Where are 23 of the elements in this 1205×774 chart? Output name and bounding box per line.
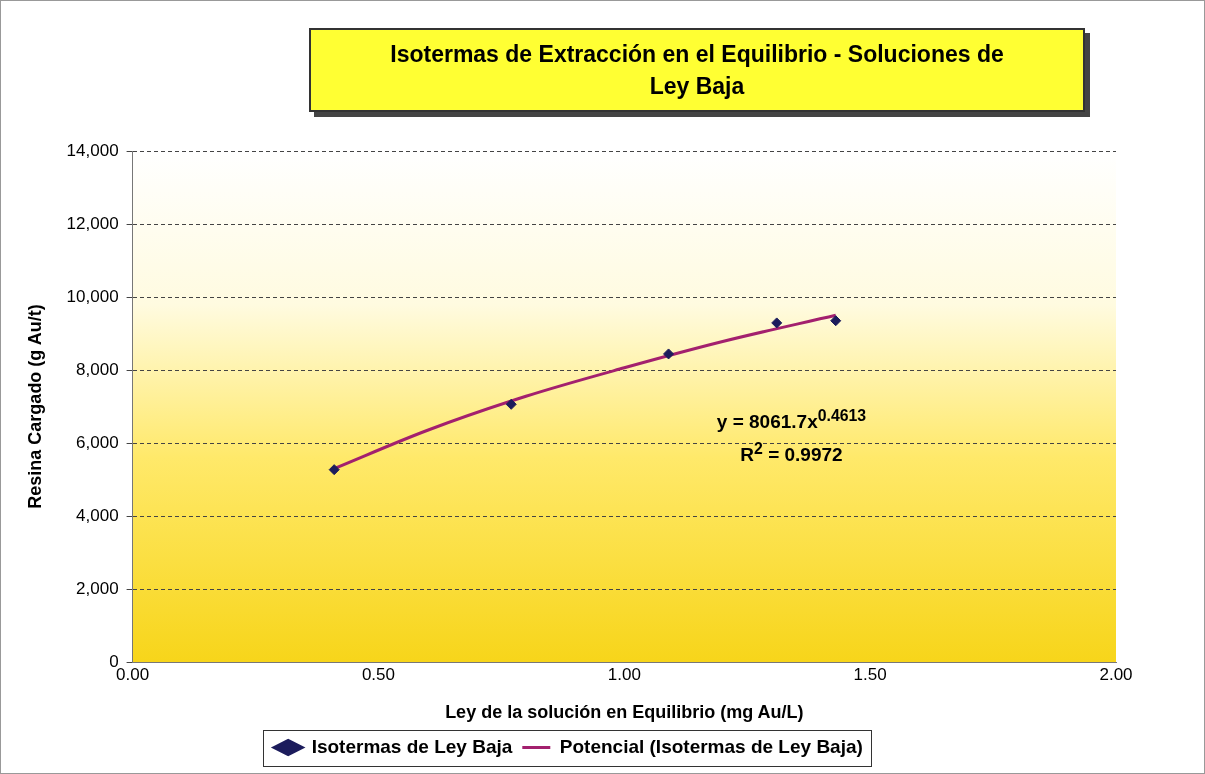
annotation: y = 8061.7x$^{0.4613}$ <box>716 406 867 433</box>
x-tick-label: 2.00 <box>1099 664 1133 684</box>
point <box>328 464 340 476</box>
chart-title: Isotermas de Extracción en el Equilibrio - Soluciones de Ley Baja <box>309 28 1085 112</box>
legend-label: Isotermas de Ley Baja <box>311 735 513 757</box>
point <box>663 348 675 360</box>
annotation: R$^{2}$ = 0.9972 <box>740 439 843 467</box>
legend-label: Potencial (Isotermas de Ley Baja) <box>559 735 863 757</box>
y-axis-title: Resina Cargado (g Au/t) <box>24 304 45 509</box>
x-tick-label: 0.50 <box>361 664 395 684</box>
y-tick-label: 10,000 <box>66 286 119 306</box>
y-tick-label: 4,000 <box>76 505 119 525</box>
x-tick-label: 1.00 <box>607 664 641 684</box>
point <box>771 317 783 329</box>
x-axis-title: Ley de la solución en Equilibrio (mg Au/L) <box>445 702 804 723</box>
y-tick-label: 2,000 <box>76 578 119 598</box>
y-tick-label: 6,000 <box>76 432 119 452</box>
x-tick-label: 1.50 <box>853 664 887 684</box>
point <box>830 315 842 327</box>
y-tick-label: 14,000 <box>66 140 119 160</box>
y-tick-label: 8,000 <box>76 359 119 379</box>
y-tick-label: 12,000 <box>66 213 119 233</box>
point <box>505 398 517 410</box>
